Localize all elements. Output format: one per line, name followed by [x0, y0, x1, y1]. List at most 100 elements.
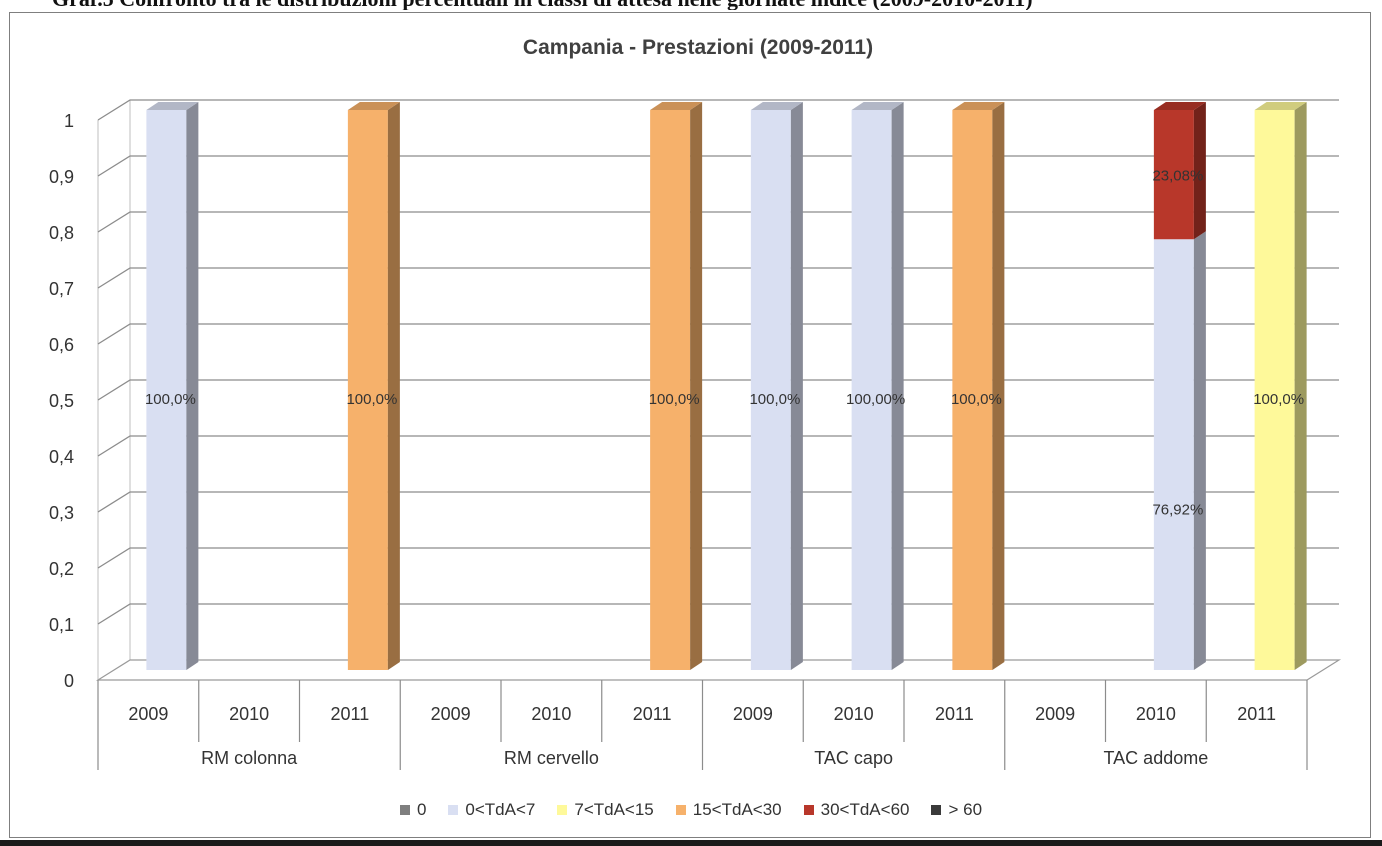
bar-side-face [1193, 102, 1206, 240]
x-tick-label: 2009 [128, 704, 168, 724]
x-tick-label: 2011 [633, 704, 672, 724]
bar-segment [146, 102, 199, 670]
y-tick-label: 1 [64, 111, 74, 131]
legend-label: 0 [416, 800, 427, 819]
data-label: 76,92% [1152, 502, 1203, 519]
legend-label: 15<TdA<30 [692, 800, 782, 819]
bar-front-face [750, 110, 791, 670]
gridline [97, 491, 1339, 513]
gridline [97, 603, 1339, 625]
x-group-label: RM colonna [201, 748, 298, 768]
bar-top-face [952, 102, 1005, 110]
legend-label: 0<TdA<7 [465, 800, 536, 819]
bar-side-face [690, 102, 703, 670]
bar-segment [347, 102, 400, 670]
x-tick-label: 2011 [331, 704, 370, 724]
y-tick-label: 0,6 [49, 335, 74, 355]
data-label: 100,0% [951, 391, 1002, 408]
legend-swatch [675, 805, 686, 815]
y-tick-label: 0,5 [49, 391, 74, 411]
bar-side-face [186, 102, 199, 670]
data-label: 100,0% [749, 391, 800, 408]
bar-segment [1254, 102, 1307, 670]
y-tick-label: 0,1 [49, 615, 74, 635]
x-tick-label: 2010 [229, 704, 269, 724]
document-header-strip: Graf.5 Confronto tra le distribuzioni pe… [0, 0, 1382, 10]
x-tick-label: 2010 [834, 704, 874, 724]
bar-front-face [1153, 239, 1194, 671]
legend-item: 7<TdA<15 [557, 800, 654, 820]
legend-item: 15<TdA<30 [675, 800, 782, 820]
x-group-label: TAC capo [814, 748, 893, 768]
gridline [97, 99, 1339, 121]
bar-front-face [650, 110, 691, 670]
page-bottom-strip [0, 840, 1382, 846]
y-tick-label: 0,8 [49, 223, 74, 243]
bar-side-face [387, 102, 400, 670]
x-tick-label: 2010 [531, 704, 571, 724]
y-tick-label: 0,9 [49, 167, 74, 187]
y-tick-label: 0,4 [49, 447, 74, 467]
chart-title: Campania - Prestazioni (2009-2011) [523, 36, 873, 59]
legend-swatch [448, 805, 459, 815]
bar-segment [650, 102, 703, 670]
gridline [97, 547, 1339, 569]
x-tick-label: 2009 [431, 704, 471, 724]
legend-label: 7<TdA<15 [574, 800, 654, 819]
gridline [97, 267, 1339, 289]
data-label: 100,00% [846, 391, 905, 408]
legend-item: 0 [399, 800, 427, 820]
data-label: 100,0% [346, 391, 397, 408]
chart-legend: 0 0<TdA<7 7<TdA<15 15<TdA<30 30<TdA<60 > 60 [0, 800, 1382, 820]
y-tick-label: 0,2 [49, 559, 74, 579]
legend-swatch [399, 805, 410, 815]
bar-side-face [790, 102, 803, 670]
chart-floor [95, 659, 1342, 681]
bar-front-face [146, 110, 187, 670]
bar-side-face [891, 102, 904, 670]
x-tick-label: 2009 [1035, 704, 1075, 724]
gridline [97, 379, 1339, 401]
bar-segment [851, 102, 904, 670]
bar-front-face [851, 110, 892, 670]
bar-side-face [1294, 102, 1307, 670]
gridline [97, 155, 1339, 177]
legend-label: > 60 [948, 800, 983, 819]
x-tick-label: 2009 [733, 704, 773, 724]
data-label: 100,0% [649, 391, 700, 408]
gridline [97, 211, 1339, 233]
bar-top-face [650, 102, 703, 110]
legend-swatch [557, 805, 568, 815]
bar-front-face [1153, 110, 1194, 240]
bar-side-face [992, 102, 1005, 670]
legend-item: 30<TdA<60 [803, 800, 910, 820]
data-label: 23,08% [1152, 168, 1203, 185]
data-label: 100,0% [145, 391, 196, 408]
y-tick-label: 0,7 [49, 279, 74, 299]
legend-label: 30<TdA<60 [820, 800, 910, 819]
bar-segment [750, 102, 803, 670]
y-tick-label: 0,3 [49, 503, 74, 523]
bar-segment [1153, 102, 1206, 240]
x-group-label: RM cervello [504, 748, 599, 768]
bar-top-face [1153, 102, 1206, 110]
data-label: 100,0% [1253, 391, 1304, 408]
x-tick-label: 2010 [1136, 704, 1176, 724]
gridline [97, 323, 1339, 345]
legend-swatch [931, 805, 942, 815]
bar-segment [1153, 231, 1206, 671]
legend-swatch [803, 805, 814, 815]
x-group-label: TAC addome [1104, 748, 1209, 768]
legend-item: > 60 [931, 800, 982, 820]
bar-segment [952, 102, 1005, 670]
bar-top-face [1254, 102, 1307, 110]
bar-front-face [1254, 110, 1295, 670]
bar-top-face [347, 102, 400, 110]
bar-side-face [1193, 231, 1206, 671]
x-tick-label: 2011 [1237, 704, 1276, 724]
bar-front-face [952, 110, 993, 670]
bar-top-face [851, 102, 904, 110]
bar-front-face [347, 110, 388, 670]
bar-top-face [750, 102, 803, 110]
